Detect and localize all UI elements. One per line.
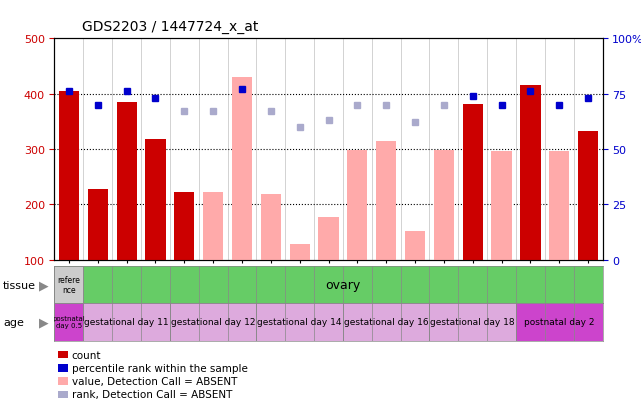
Bar [492, 152, 512, 260]
Text: gestational day 16: gestational day 16 [344, 318, 429, 327]
Bar [319, 217, 338, 260]
Bar [434, 151, 454, 260]
Bar [578, 132, 598, 260]
Bar [463, 104, 483, 260]
Bar [343, 304, 429, 341]
Bar [83, 304, 170, 341]
Text: ▶: ▶ [38, 278, 49, 292]
Bar [405, 231, 425, 260]
Text: GDS2203 / 1447724_x_at: GDS2203 / 1447724_x_at [82, 20, 258, 34]
Bar [88, 190, 108, 260]
Text: age: age [3, 317, 24, 327]
Bar [117, 103, 137, 260]
Text: refere
nce: refere nce [58, 275, 80, 294]
Bar [146, 140, 165, 260]
Text: postnatal
day 0.5: postnatal day 0.5 [53, 316, 85, 329]
Bar [376, 141, 396, 260]
Bar [54, 304, 83, 341]
Bar [261, 195, 281, 260]
Text: gestational day 11: gestational day 11 [84, 318, 169, 327]
Text: gestational day 12: gestational day 12 [171, 318, 255, 327]
Bar [170, 304, 256, 341]
Text: gestational day 14: gestational day 14 [258, 318, 342, 327]
Bar [174, 193, 194, 260]
Bar [290, 245, 310, 260]
Text: count: count [72, 350, 101, 360]
Bar [59, 92, 79, 260]
Text: postnatal day 2: postnatal day 2 [524, 318, 594, 327]
Text: rank, Detection Call = ABSENT: rank, Detection Call = ABSENT [72, 389, 232, 399]
Text: gestational day 18: gestational day 18 [430, 318, 515, 327]
Bar [347, 151, 367, 260]
Text: tissue: tissue [3, 280, 36, 290]
Bar [232, 78, 252, 260]
Text: ovary: ovary [326, 278, 360, 292]
Bar [549, 152, 569, 260]
Bar [54, 266, 83, 304]
Bar [516, 304, 603, 341]
Bar [203, 193, 223, 260]
Bar [520, 86, 540, 260]
Bar [256, 304, 343, 341]
Bar [429, 304, 516, 341]
Text: value, Detection Call = ABSENT: value, Detection Call = ABSENT [72, 376, 237, 386]
Text: percentile rank within the sample: percentile rank within the sample [72, 363, 247, 373]
Text: ▶: ▶ [38, 316, 49, 329]
